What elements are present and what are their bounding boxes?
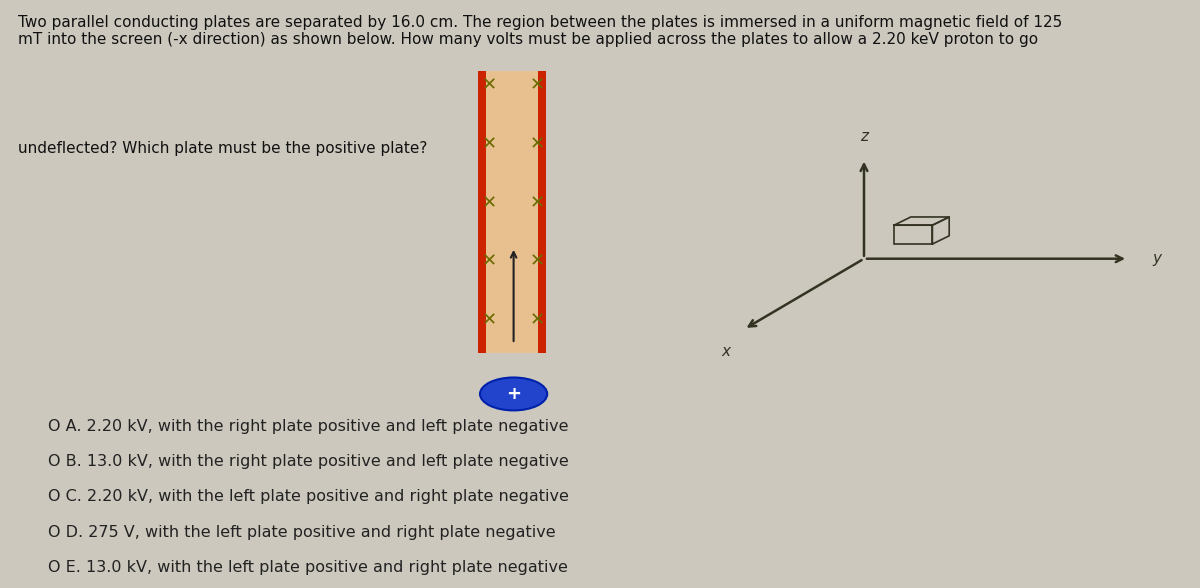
- Text: ✕: ✕: [482, 194, 497, 212]
- Text: Two parallel conducting plates are separated by 16.0 cm. The region between the : Two parallel conducting plates are separ…: [18, 15, 1062, 47]
- Text: ✕: ✕: [482, 135, 497, 153]
- Text: z: z: [860, 129, 868, 144]
- Text: O E. 13.0 kV, with the left plate positive and right plate negative: O E. 13.0 kV, with the left plate positi…: [48, 560, 568, 575]
- Text: O C. 2.20 kV, with the left plate positive and right plate negative: O C. 2.20 kV, with the left plate positi…: [48, 489, 569, 505]
- Text: ✕: ✕: [482, 312, 497, 329]
- Bar: [538, 71, 546, 353]
- Text: y: y: [1152, 251, 1162, 266]
- Text: O A. 2.20 kV, with the right plate positive and left plate negative: O A. 2.20 kV, with the right plate posit…: [48, 419, 569, 434]
- Text: x: x: [721, 344, 731, 359]
- Text: O D. 275 V, with the left plate positive and right plate negative: O D. 275 V, with the left plate positive…: [48, 524, 556, 540]
- Text: O B. 13.0 kV, with the right plate positive and left plate negative: O B. 13.0 kV, with the right plate posit…: [48, 454, 569, 469]
- Text: ✕: ✕: [530, 253, 545, 270]
- Text: ✕: ✕: [530, 194, 545, 212]
- Bar: [478, 71, 486, 353]
- Text: +: +: [506, 385, 521, 403]
- Text: ✕: ✕: [482, 253, 497, 270]
- Bar: [894, 225, 932, 244]
- Text: undeflected? Which plate must be the positive plate?: undeflected? Which plate must be the pos…: [18, 141, 427, 156]
- Text: ✕: ✕: [530, 135, 545, 153]
- Text: ✕: ✕: [530, 312, 545, 329]
- Circle shape: [480, 377, 547, 410]
- Text: ✕: ✕: [530, 76, 545, 94]
- Text: ✕: ✕: [482, 76, 497, 94]
- Bar: [486, 71, 538, 353]
